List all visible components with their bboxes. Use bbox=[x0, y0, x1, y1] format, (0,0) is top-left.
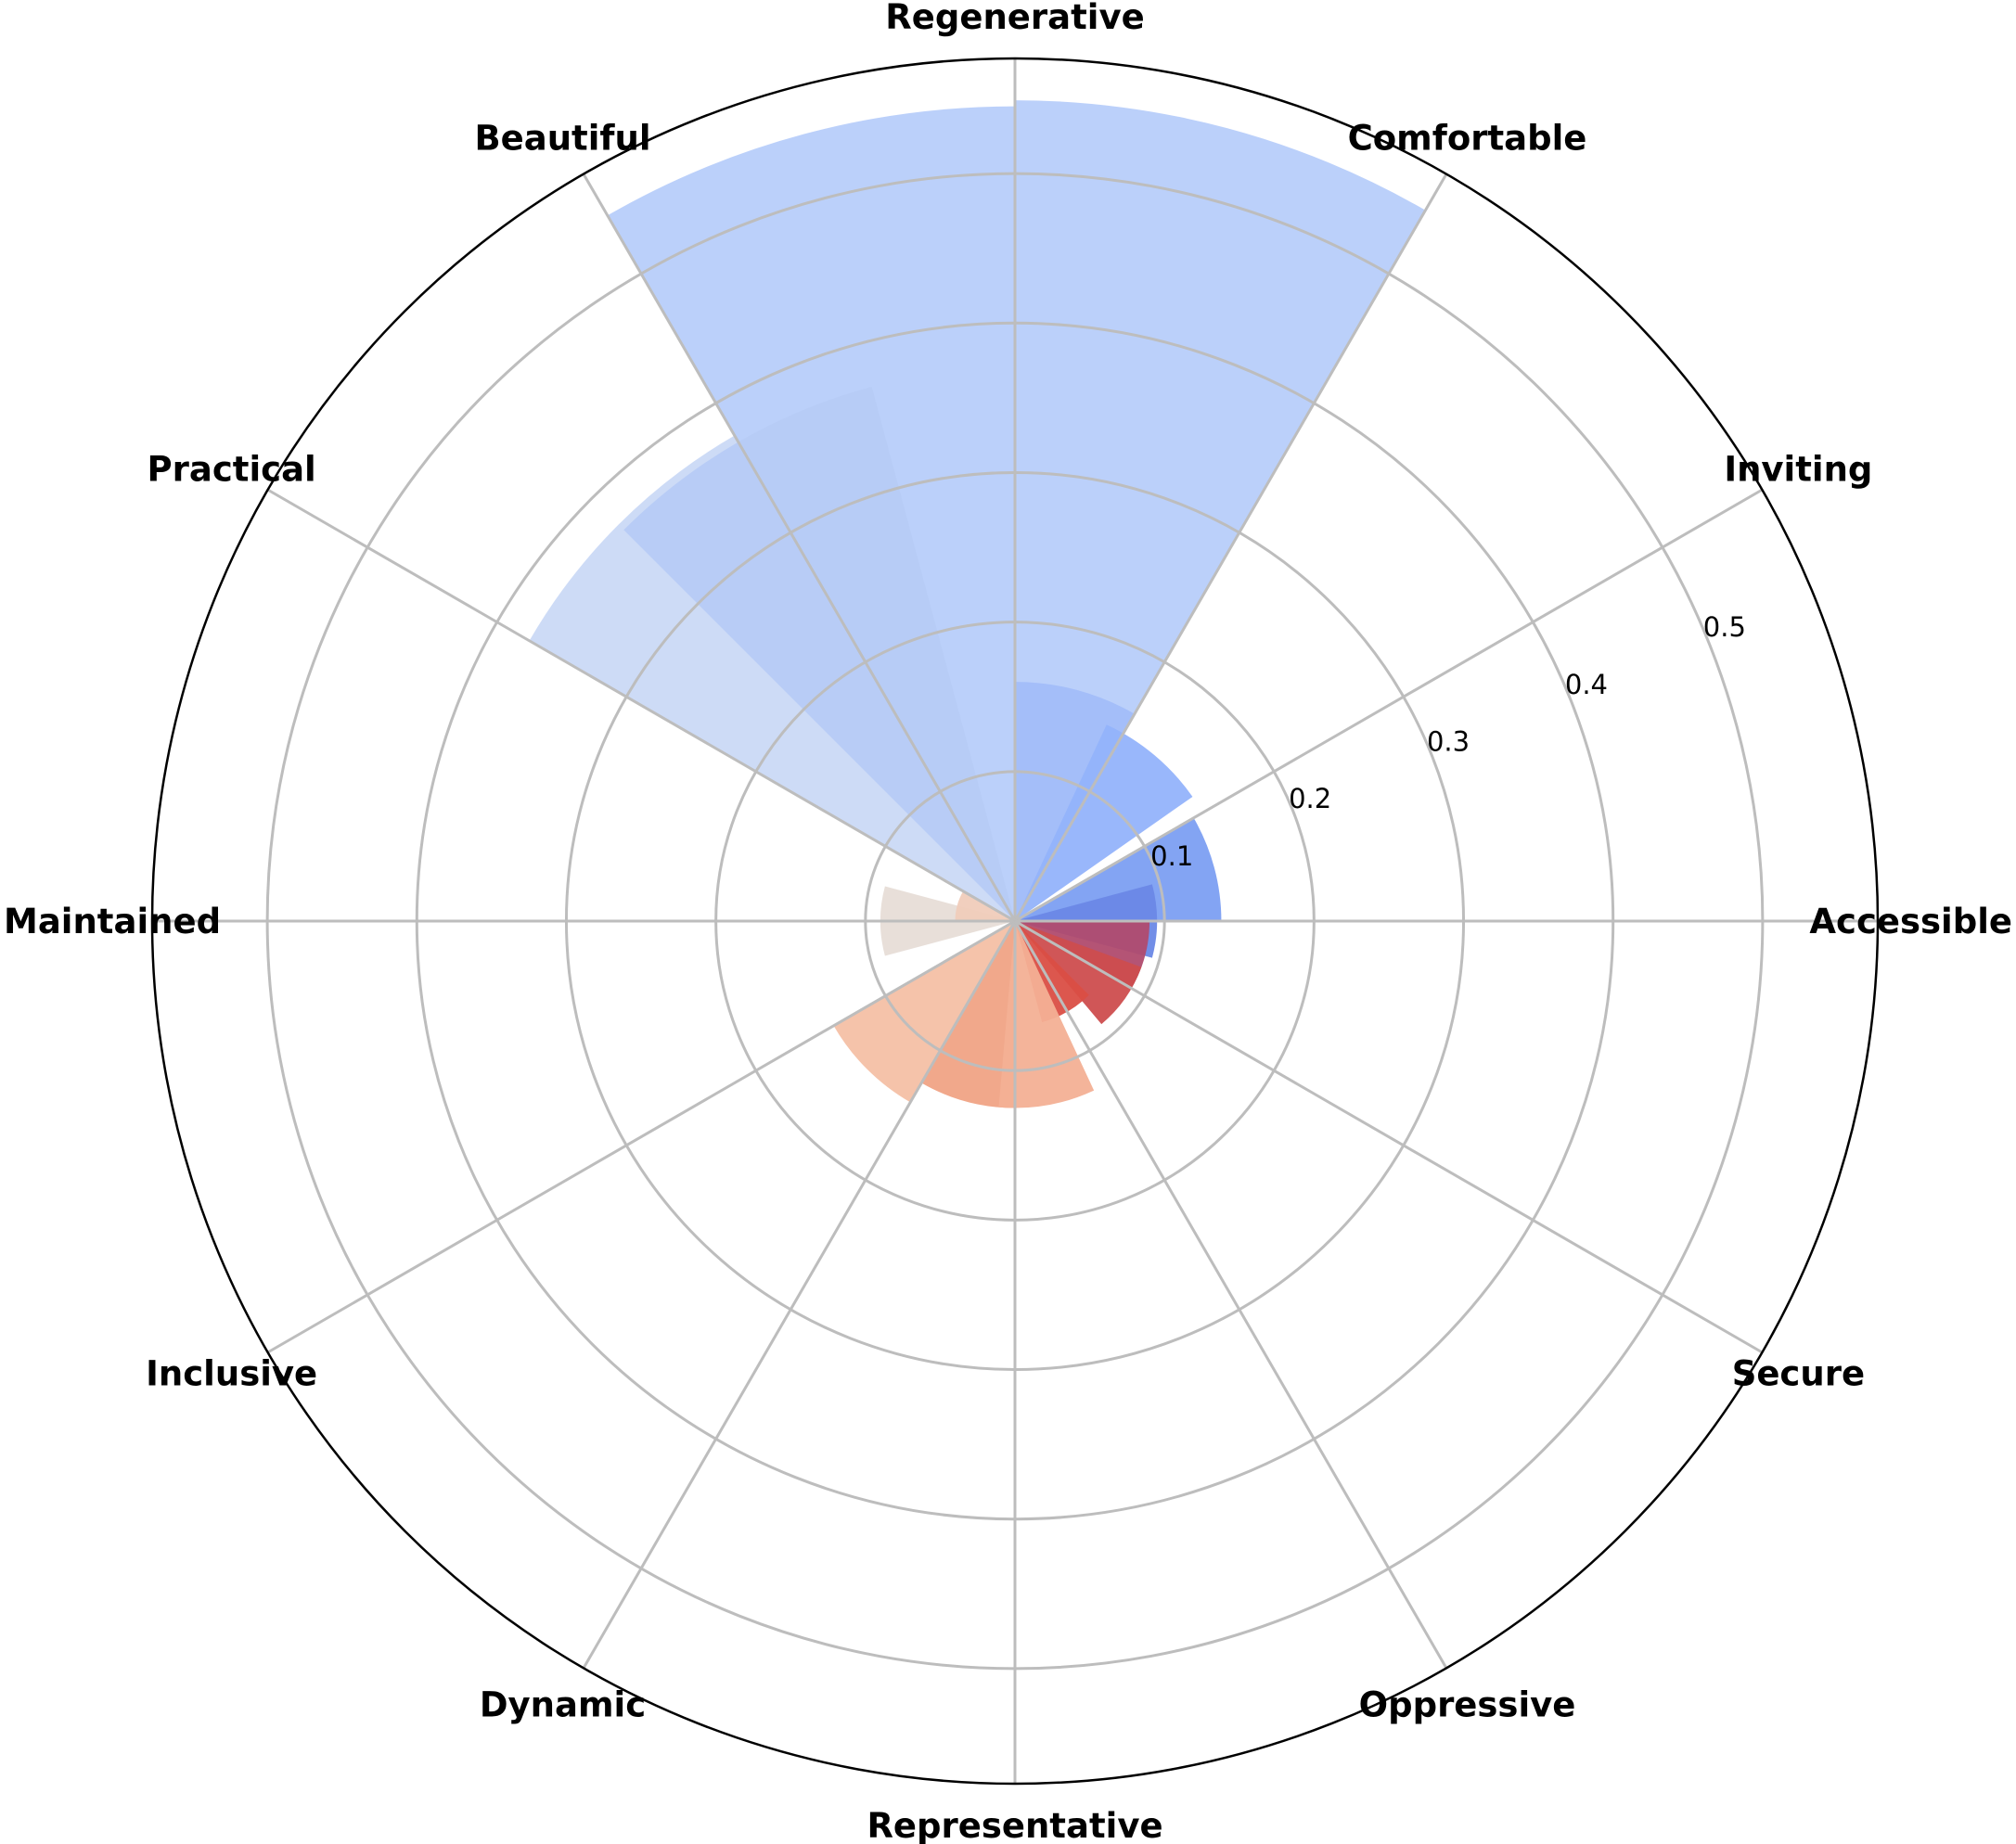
category-label-maintained: Maintained bbox=[4, 902, 221, 941]
grid-spoke-5 bbox=[266, 488, 1016, 923]
category-label-regenerative: Regenerative bbox=[885, 0, 1144, 37]
outer-ring bbox=[150, 57, 1880, 1786]
grid-spoke-11 bbox=[1014, 919, 1764, 1354]
labels-layer: Accessible Inviting Comfortable Regenerativ… bbox=[4, 0, 2012, 1844]
category-label-dynamic: Dynamic bbox=[480, 1684, 646, 1724]
bar-wedge-10 bbox=[1015, 921, 1089, 1022]
category-label-secure: Secure bbox=[1732, 1354, 1865, 1394]
category-label-inclusive: Inclusive bbox=[146, 1354, 317, 1394]
grid-spoke-8 bbox=[582, 920, 1017, 1670]
bar-wedge-3 bbox=[623, 386, 1015, 922]
category-label-oppressive: Oppressive bbox=[1359, 1684, 1576, 1724]
bar-wedge-6 bbox=[1015, 817, 1222, 921]
radial-tick-labels: 0.1 0.2 0.3 0.4 0.5 bbox=[1150, 611, 1746, 872]
bar-wedge-14 bbox=[921, 921, 1015, 1108]
grid-spoke-7 bbox=[266, 919, 1016, 1354]
grid-layer bbox=[150, 57, 1880, 1786]
category-label-accessible: Accessible bbox=[1809, 902, 2012, 941]
category-label-practical: Practical bbox=[148, 450, 316, 490]
grid-spoke-2 bbox=[1013, 173, 1448, 922]
r-tick-label-2: 0.2 bbox=[1289, 783, 1331, 814]
category-label-beautiful: Beautiful bbox=[474, 119, 650, 159]
r-tick-label-4: 0.4 bbox=[1565, 669, 1608, 700]
bars-layer bbox=[529, 100, 1426, 1108]
bar-wedge-5 bbox=[1015, 724, 1193, 921]
bar-wedge-13 bbox=[833, 921, 1015, 1103]
r-tick-label-5: 0.5 bbox=[1703, 611, 1746, 643]
grid-spoke-1 bbox=[1014, 488, 1764, 923]
bar-wedge-9 bbox=[1015, 921, 1142, 1025]
category-label-representative: Representative bbox=[867, 1806, 1162, 1844]
r-tick-label-1: 0.1 bbox=[1150, 840, 1193, 872]
grid-spoke-4 bbox=[582, 173, 1017, 922]
grid-spoke-10 bbox=[1013, 920, 1448, 1670]
r-tick-label-3: 0.3 bbox=[1427, 726, 1470, 758]
category-label-inviting: Inviting bbox=[1724, 450, 1872, 490]
category-label-comfortable: Comfortable bbox=[1348, 119, 1587, 159]
